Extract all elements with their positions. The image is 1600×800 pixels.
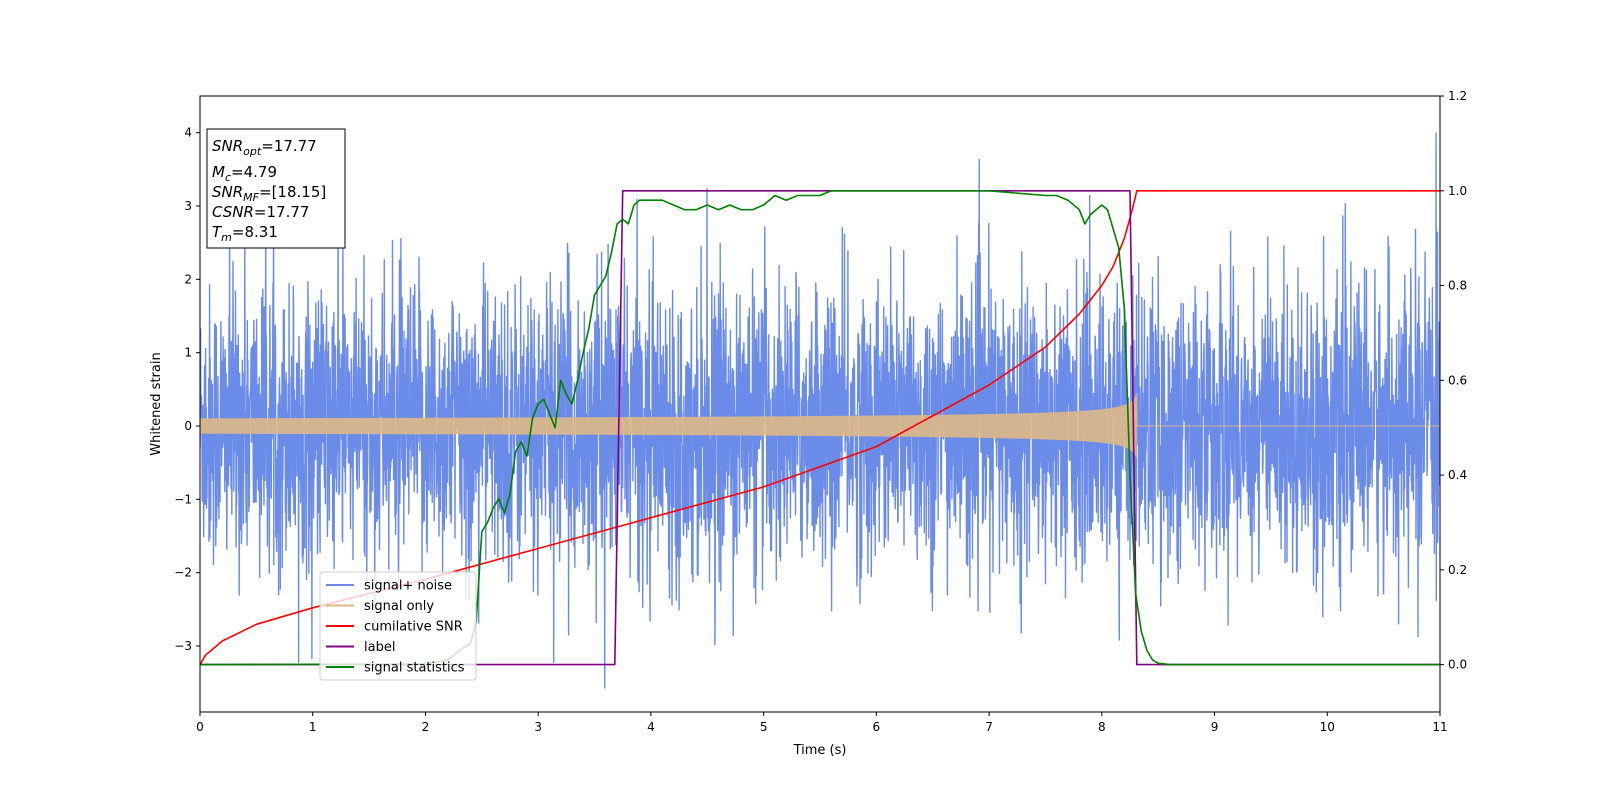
legend-label: signal only	[364, 599, 434, 614]
y-tick-label: −2	[174, 566, 192, 580]
legend: signal+ noise signal only cumilative SNR la…	[319, 571, 477, 681]
x-tick-label: 2	[422, 720, 430, 734]
y-tick-label: 1	[184, 346, 192, 360]
x-tick-label: 4	[647, 720, 655, 734]
y2-tick-label: 1.0	[1448, 184, 1467, 198]
x-tick-label: 1	[309, 720, 317, 734]
x-axis-label: Time (s)	[793, 743, 847, 758]
y-axis-label: Whitened strain	[149, 352, 164, 455]
y-tick-label: 0	[184, 419, 192, 433]
x-tick-label: 5	[760, 720, 768, 734]
y2-tick-label: 1.2	[1448, 89, 1467, 103]
series-4-line	[200, 190, 1440, 666]
y-tick-label: 2	[184, 272, 192, 286]
plot-frame	[199, 95, 1441, 713]
annotation-snr-mf-value: =[18.15]	[259, 183, 326, 201]
annotation-mc: Mc=4.79	[212, 163, 277, 184]
annotation-snr-opt: SNRopt=17.77	[212, 137, 317, 158]
y2-tick-label: 0.6	[1448, 373, 1467, 387]
annotation-tm-value: =8.31	[232, 223, 278, 241]
plot-area	[200, 132, 1440, 689]
y-axis-right: 0.0 0.2 0.4 0.6 0.8 1.0 1.2	[1440, 89, 1467, 672]
y2-tick-label: 0.8	[1448, 279, 1467, 293]
x-tick-label: 0	[196, 720, 204, 734]
series-0-line	[200, 132, 1440, 689]
legend-label: cumilative SNR	[364, 620, 463, 635]
y2-tick-label: 0.0	[1448, 658, 1467, 672]
y-tick-label: 3	[184, 199, 192, 213]
legend-frame	[319, 571, 477, 681]
legend-label: label	[364, 640, 395, 655]
y2-tick-label: 0.2	[1448, 563, 1467, 577]
annotation-box: SNRopt=17.77 Mc=4.79 SNRMF=[18.15] CSNR=…	[206, 128, 346, 249]
y-tick-label: 4	[184, 126, 192, 140]
legend-label: signal+ noise	[364, 579, 452, 594]
x-tick-label: 10	[1320, 720, 1335, 734]
annotation-mc-value: =4.79	[231, 163, 277, 181]
series-2-line	[200, 190, 1440, 666]
annotation-snr-opt-value: =17.77	[261, 137, 317, 155]
y2-tick-label: 0.4	[1448, 468, 1467, 482]
annotation-tm: Tm=8.31	[212, 223, 278, 244]
annotation-snr-mf: SNRMF=[18.15]	[212, 183, 326, 204]
annotation-csnr-value: =17.77	[254, 203, 310, 221]
x-tick-label: 6	[873, 720, 881, 734]
y-tick-label: −3	[174, 639, 192, 653]
annotation-csnr: CSNR=17.77	[212, 203, 309, 221]
y-axis-left: −3 −2 −1 0 1 2 3 4	[174, 126, 200, 653]
series-1-line	[200, 392, 1440, 458]
y-tick-label: −1	[174, 492, 192, 506]
x-tick-label: 11	[1432, 720, 1447, 734]
x-tick-label: 3	[534, 720, 542, 734]
x-tick-label: 7	[985, 720, 993, 734]
legend-label: signal statistics	[364, 661, 465, 676]
x-tick-label: 9	[1211, 720, 1219, 734]
x-axis: 0 1 2 3 4 5 6 7 8 9 10 11	[196, 712, 1448, 734]
x-tick-label: 8	[1098, 720, 1106, 734]
